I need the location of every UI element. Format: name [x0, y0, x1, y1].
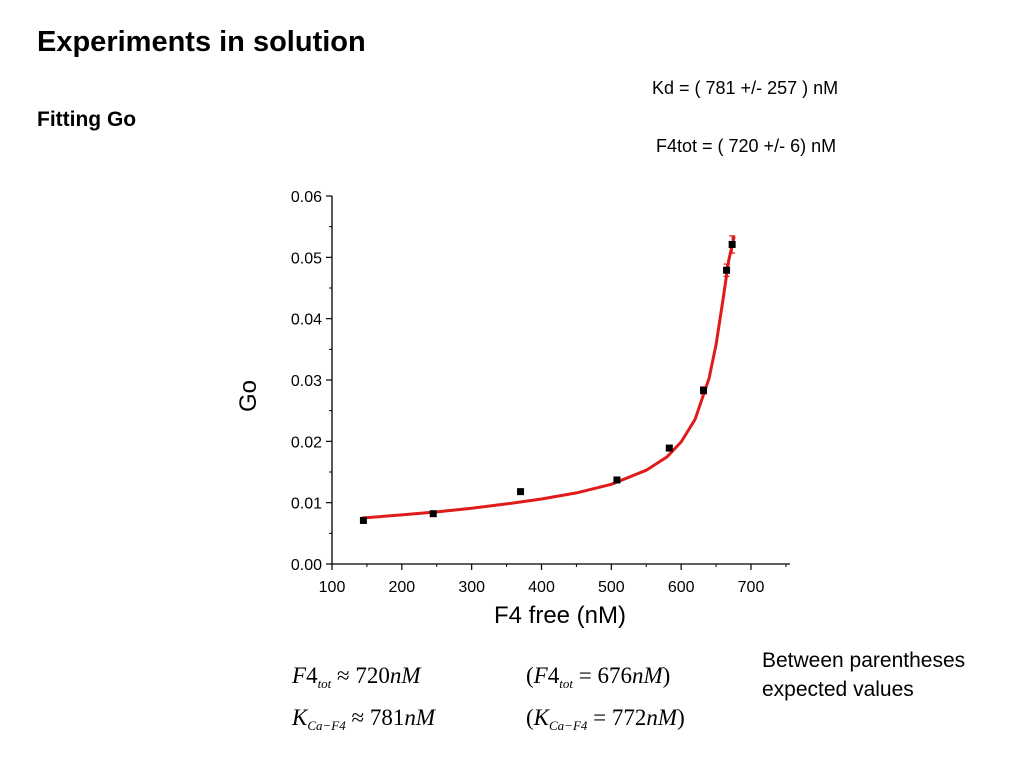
x-tick-label: 100 [319, 579, 346, 596]
data-point [723, 266, 731, 274]
data-point [517, 488, 525, 496]
eq-symbol: K [292, 705, 308, 730]
eq-symbol-number: 4 [306, 663, 318, 688]
eq-subscript: tot [317, 676, 332, 691]
data-points-layer [359, 235, 736, 524]
eq-value: 772 [611, 705, 647, 730]
data-point [728, 240, 736, 248]
x-tick-label: 600 [668, 579, 695, 596]
eq-symbol: K [533, 705, 550, 730]
y-axis-title: Go [235, 380, 262, 412]
eq-unit: nM [389, 663, 421, 688]
expected-values-note: Between parentheses expected values [762, 649, 966, 701]
eq-value: 676 [597, 663, 632, 688]
eq-relation: = [593, 705, 607, 730]
chart-axes [326, 195, 790, 570]
data-point [359, 516, 367, 524]
equation-f4tot-expected: (F4tot = 676nM) [526, 663, 671, 691]
y-tick-label: 0.05 [291, 250, 322, 267]
data-point [700, 386, 708, 394]
x-tick-label: 500 [598, 579, 625, 596]
eq-subscript: tot [559, 676, 573, 691]
y-tick-label: 0.01 [291, 496, 322, 513]
x-tick-label: 200 [388, 579, 415, 596]
fit-curve [361, 236, 736, 520]
data-point [613, 476, 621, 484]
eq-symbol: F [533, 663, 548, 688]
equation-kd-fit: KCa−F4 ≈ 781nM [292, 705, 435, 734]
eq-relation: = [578, 663, 592, 688]
eq-relation: ≈ [337, 663, 350, 688]
equation-f4tot-fit: F4tot ≈ 720nM [292, 663, 421, 692]
f4tot-fit-result: F4tot = ( 720 +/- 6) nM [656, 136, 837, 156]
eq-unit: nM [631, 663, 663, 688]
y-tick-label: 0.04 [291, 312, 322, 329]
section-subtitle: Fitting Go [37, 108, 137, 131]
y-tick-label: 0.06 [291, 189, 322, 206]
fit-curve-layer [361, 236, 736, 520]
x-tick-label: 300 [458, 579, 485, 596]
tick-labels-layer: 100 200 300 400 500 600 700 0.00 0.01 0.02 0.03 0.0… [291, 189, 765, 596]
y-tick-label: 0.03 [291, 373, 322, 390]
eq-value: 781 [369, 705, 405, 730]
eq-unit: nM [646, 705, 678, 730]
eq-unit: nM [404, 705, 436, 730]
eq-relation: ≈ [351, 705, 365, 730]
eq-symbol-number: 4 [547, 663, 560, 688]
equation-kd-expected: (KCa−F4 = 772nM) [526, 705, 685, 733]
data-point [665, 444, 673, 452]
eq-subscript: Ca−F4 [549, 718, 588, 733]
page-title: Experiments in solution [37, 26, 366, 58]
eq-subscript: Ca−F4 [307, 718, 346, 733]
y-tick-label: 0.02 [291, 434, 322, 451]
kd-fit-result: Kd = ( 781 +/- 257 ) nM [652, 78, 839, 98]
x-tick-label: 700 [738, 579, 765, 596]
y-tick-label: 0.00 [291, 557, 322, 574]
x-tick-label: 400 [528, 579, 555, 596]
eq-symbol: F [292, 663, 307, 688]
x-axis-title: F4 free (nM) [494, 602, 626, 629]
eq-value: 720 [355, 663, 390, 688]
data-point [429, 510, 437, 518]
